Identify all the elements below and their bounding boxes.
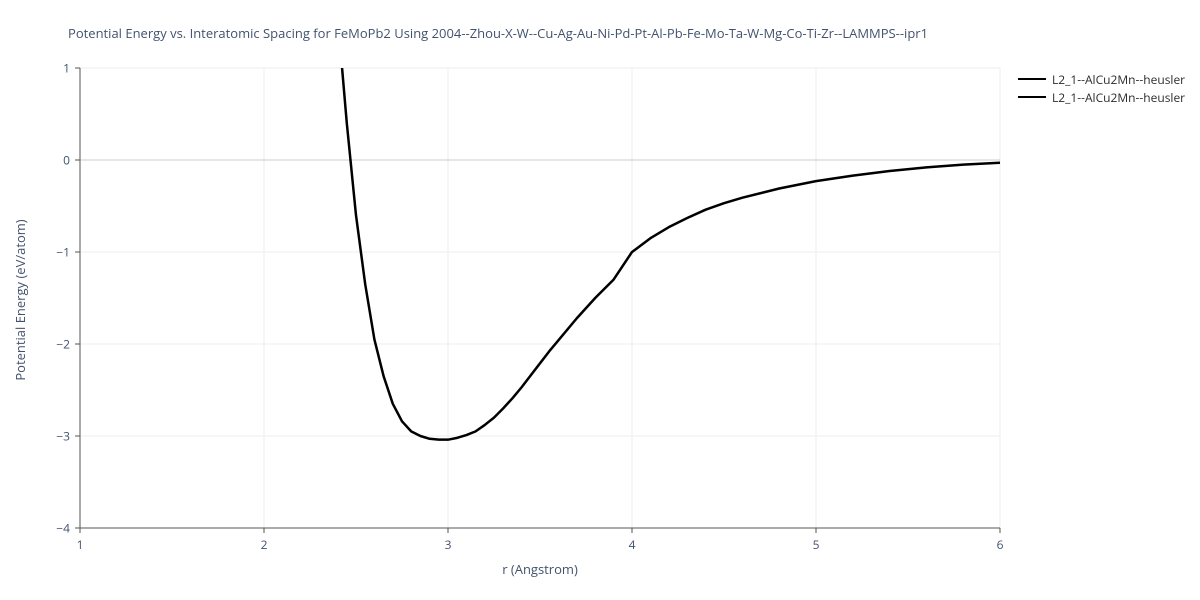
x-tick-label: 3 (445, 536, 452, 553)
y-axis-label: Potential Energy (eV/atom) (11, 219, 29, 380)
legend-swatch (1018, 78, 1046, 80)
x-tick-label: 5 (813, 536, 820, 553)
x-tick-label: 1 (77, 536, 84, 553)
y-tick-label: 0 (63, 152, 70, 169)
legend-item[interactable]: L2_1--AlCu2Mn--heusler (1018, 70, 1185, 88)
plot-svg (80, 68, 1000, 528)
legend-label: L2_1--AlCu2Mn--heusler (1052, 71, 1185, 88)
x-tick-label: 4 (629, 536, 636, 553)
x-tick-label: 2 (261, 536, 268, 553)
y-tick-label: −1 (56, 244, 70, 261)
plot-area[interactable] (80, 68, 1000, 528)
chart-container: Potential Energy vs. Interatomic Spacing… (0, 0, 1200, 600)
y-tick-label: −4 (56, 520, 70, 537)
legend[interactable]: L2_1--AlCu2Mn--heuslerL2_1--AlCu2Mn--heu… (1018, 70, 1185, 106)
legend-swatch (1018, 96, 1046, 98)
x-tick-label: 6 (997, 536, 1004, 553)
x-axis-label: r (Angstrom) (502, 560, 578, 578)
legend-item[interactable]: L2_1--AlCu2Mn--heusler (1018, 88, 1185, 106)
legend-label: L2_1--AlCu2Mn--heusler (1052, 89, 1185, 106)
y-tick-label: −3 (56, 428, 70, 445)
y-tick-label: 1 (63, 60, 70, 77)
y-tick-label: −2 (56, 336, 70, 353)
chart-title: Potential Energy vs. Interatomic Spacing… (68, 24, 928, 42)
